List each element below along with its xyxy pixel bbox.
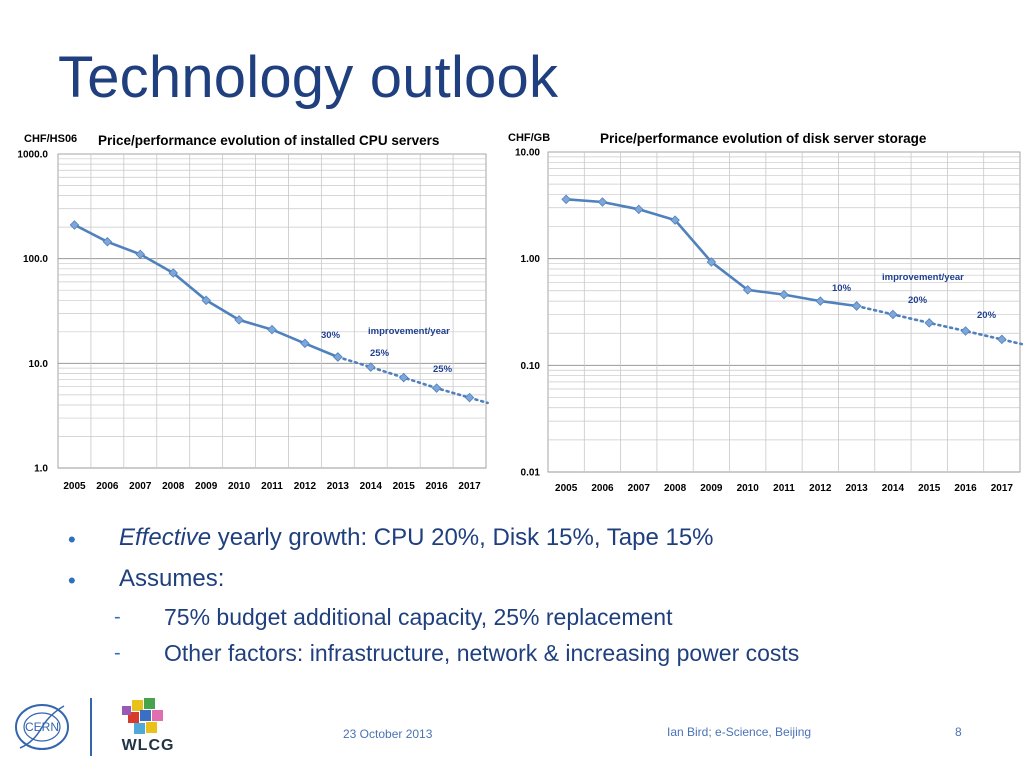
plot-area — [57, 153, 487, 469]
x-tick-label: 2009 — [700, 483, 723, 494]
data-point-marker — [234, 315, 244, 325]
x-tick-label: 2011 — [261, 481, 283, 492]
x-tick-label: 2012 — [809, 483, 832, 494]
data-point-marker — [779, 289, 789, 300]
y-tick-label: 10.0 — [29, 359, 49, 370]
bullet-growth: Effective yearly growth: CPU 20%, Disk 1… — [119, 524, 714, 552]
data-point-marker — [597, 197, 608, 207]
y-tick-label: 1.00 — [521, 254, 541, 265]
data-point-marker — [135, 249, 146, 260]
plot-area — [547, 151, 1021, 473]
y-tick-label: 0.10 — [521, 361, 541, 372]
x-tick-label: 2014 — [360, 481, 383, 492]
x-tick-label: 2016 — [425, 481, 448, 492]
chart-annotation: 10% — [832, 283, 852, 294]
y-axis-label: CHF/GB — [508, 132, 550, 144]
slide-title: Technology outlook — [58, 45, 559, 110]
y-tick-label: 1000.0 — [17, 150, 48, 161]
wlcg-logo: WLCG — [122, 698, 175, 754]
x-tick-label: 2012 — [294, 481, 317, 492]
bullet-dot: • — [68, 568, 76, 593]
bullet-assumes: Assumes: — [119, 565, 225, 592]
chart-title: Price/performance evolution of installed… — [98, 133, 439, 148]
x-tick-label: 2005 — [63, 481, 86, 492]
y-tick-label: 1.0 — [34, 464, 48, 475]
wlcg-logo-text: WLCG — [122, 737, 175, 754]
data-point-marker — [670, 215, 680, 225]
data-point-marker — [997, 334, 1007, 345]
footer-date: 23 October 2013 — [343, 727, 433, 741]
data-point-marker — [815, 296, 826, 306]
bullet-emphasis: Effective — [119, 524, 212, 551]
cern-logo: CERN — [15, 704, 69, 750]
footer-author: Ian Bird; e-Science, Beijing — [667, 725, 812, 739]
x-tick-label: 2006 — [591, 483, 614, 494]
data-point-marker — [267, 324, 277, 335]
data-point-marker — [634, 204, 644, 215]
x-tick-label: 2017 — [458, 481, 481, 492]
x-tick-label: 2007 — [129, 481, 152, 492]
sub-bullet-factors: Other factors: infrastructure, network &… — [164, 640, 800, 666]
data-point-marker — [888, 309, 898, 320]
data-point-marker — [366, 362, 376, 372]
y-tick-label: 0.01 — [521, 468, 541, 479]
data-point-marker — [706, 257, 717, 267]
x-tick-label: 2008 — [664, 483, 687, 494]
chart-annotation: 25% — [370, 348, 390, 359]
chart-annotation: improvement/year — [882, 272, 964, 283]
x-tick-label: 2015 — [918, 483, 941, 494]
data-point-marker — [333, 352, 343, 362]
x-tick-label: 2015 — [393, 481, 416, 492]
bullet-dot: • — [68, 527, 76, 552]
x-tick-label: 2017 — [991, 483, 1014, 494]
chart-title: Price/performance evolution of disk serv… — [600, 131, 927, 146]
data-point-marker — [398, 372, 409, 383]
footer-page-number: 8 — [955, 725, 962, 739]
data-point-marker — [431, 383, 442, 393]
x-tick-label: 2010 — [737, 483, 760, 494]
chart-annotation: 20% — [977, 310, 997, 321]
footer-divider — [90, 698, 92, 756]
x-tick-label: 2009 — [195, 481, 218, 492]
x-tick-label: 2005 — [555, 483, 578, 494]
chart-annotation: improvement/year — [368, 326, 450, 337]
data-point-marker — [168, 268, 178, 278]
y-axis-label: CHF/HS06 — [24, 133, 77, 145]
sub-bullet-dash: - — [114, 642, 121, 664]
disk-price-chart: 10.00 1.00 0.10 0.01 2005 2006 2007 2008 2009 201… — [508, 131, 1024, 494]
x-tick-label: 2008 — [162, 481, 185, 492]
y-tick-label: 10.00 — [515, 148, 540, 159]
data-point-marker — [201, 295, 211, 306]
bullet-text: yearly growth: CPU 20%, Disk 15%, Tape 1… — [211, 524, 714, 551]
x-tick-label: 2016 — [954, 483, 977, 494]
x-tick-label: 2013 — [327, 481, 350, 492]
data-point-marker — [69, 220, 80, 230]
cpu-price-chart: 1000.0 100.0 10.0 1.0 2005 2006 2007 2008 2009 20… — [17, 133, 489, 492]
data-point-marker — [102, 237, 113, 247]
chart-annotation: 30% — [321, 330, 341, 341]
x-tick-label: 2011 — [773, 483, 795, 494]
data-point-marker — [300, 338, 310, 349]
chart-annotation: 25% — [433, 364, 453, 375]
x-tick-label: 2006 — [96, 481, 119, 492]
data-point-marker — [924, 318, 934, 328]
x-tick-label: 2007 — [628, 483, 651, 494]
data-point-marker — [561, 194, 571, 205]
y-tick-label: 100.0 — [23, 254, 48, 265]
cern-logo-text: CERN — [25, 720, 59, 734]
data-point-marker — [464, 392, 475, 403]
chart-annotation: 20% — [908, 295, 928, 306]
data-point-marker — [742, 285, 753, 295]
x-tick-label: 2013 — [845, 483, 868, 494]
data-point-marker — [960, 326, 971, 336]
x-tick-label: 2014 — [882, 483, 905, 494]
x-tick-label: 2010 — [228, 481, 251, 492]
data-point-marker — [851, 301, 862, 311]
sub-bullet-budget: 75% budget additional capacity, 25% repl… — [164, 604, 673, 630]
sub-bullet-dash: - — [114, 606, 121, 628]
